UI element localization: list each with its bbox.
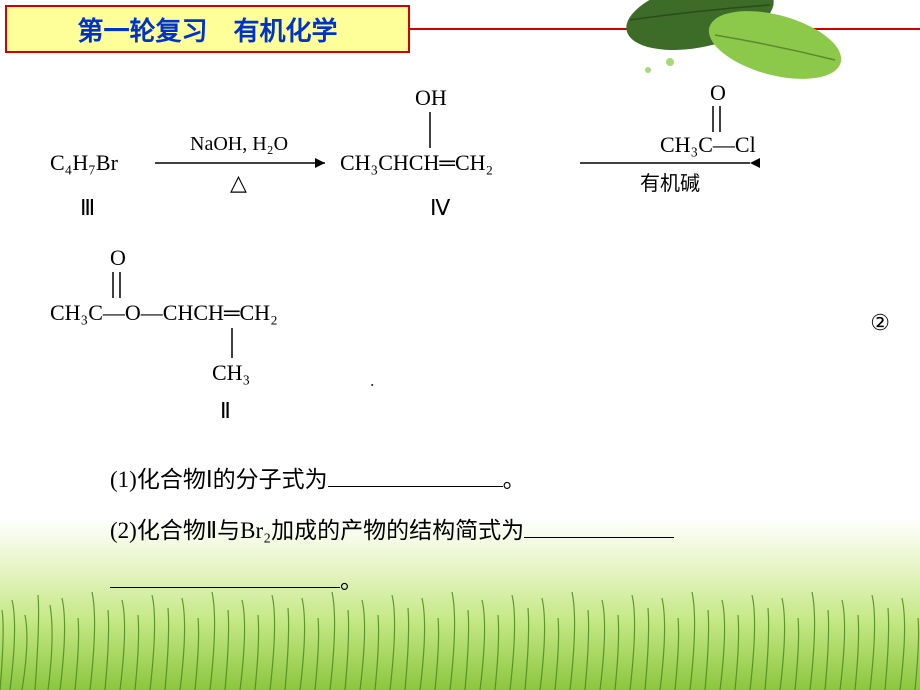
compound-4-oh: OH (415, 85, 447, 110)
label-4: Ⅳ (430, 195, 451, 220)
reagent-1-top: NaOH, H₂O (190, 133, 288, 155)
page-indicator: . (370, 370, 375, 391)
label-2: Ⅱ (220, 398, 231, 420)
label-3: Ⅲ (80, 195, 95, 220)
reagent-2-struct: CH₃C—Cl (660, 132, 756, 157)
reagent-1-bottom: △ (230, 170, 247, 195)
reagent-2-bottom: 有机碱 (640, 172, 700, 195)
question-1: (1)化合物Ⅰ的分子式为 。 (110, 455, 850, 506)
question-2-cont: 。 (110, 556, 850, 607)
compound-2-ch3: CH₃ (212, 360, 250, 385)
compound-2-line1: CH₃C—O—CHCH═CH₂ (50, 300, 278, 325)
q1-text: (1)化合物Ⅰ的分子式为 (110, 467, 328, 492)
page-title: 第一轮复习 有机化学 (77, 11, 337, 48)
q2-text: (2)化合物Ⅱ与Br₂加成的产物的结构简式为 (110, 518, 524, 543)
compound-3-formula: C₄H₇Br (50, 150, 119, 175)
leaf-decoration (620, 0, 850, 80)
chemistry-diagram: C₄H₇Br Ⅲ NaOH, H₂O △ OH CH₃CHCH═CH₂ Ⅳ O … (20, 70, 900, 420)
questions-block: (1)化合物Ⅰ的分子式为。 (2)化合物Ⅱ与Br₂加成的产物的结构简式为 。 (110, 455, 850, 607)
reagent-2-o: O (710, 80, 726, 105)
marker-2: ② (870, 310, 890, 336)
compound-2-o: O (110, 245, 126, 270)
q2-suffix: 。 (340, 568, 363, 593)
compound-4-main: CH₃CHCH═CH₂ (340, 150, 493, 175)
q2-blank-2 (110, 587, 340, 588)
title-box: 第一轮复习 有机化学 (5, 5, 410, 53)
q2-blank-1 (524, 537, 674, 538)
question-2: (2)化合物Ⅱ与Br₂加成的产物的结构简式为 (110, 506, 850, 557)
q1-suffix: 。 (503, 467, 526, 492)
q1-blank (328, 486, 503, 487)
